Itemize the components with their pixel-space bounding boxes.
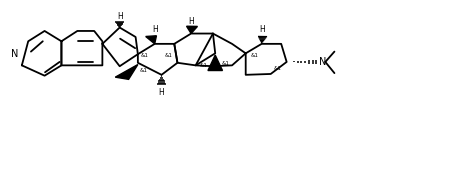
Text: &1: &1 [139, 68, 147, 73]
Text: &1: &1 [273, 66, 282, 71]
Text: H: H [259, 25, 264, 34]
Polygon shape [187, 26, 197, 34]
Text: &1: &1 [164, 52, 172, 58]
Text: H: H [159, 88, 164, 97]
Text: &1: &1 [251, 52, 259, 58]
Text: H: H [117, 12, 122, 21]
Text: H: H [152, 25, 157, 34]
Text: N: N [318, 57, 326, 67]
Text: H: H [188, 17, 194, 26]
Text: N: N [11, 49, 19, 59]
Polygon shape [115, 64, 138, 79]
Polygon shape [146, 36, 157, 44]
Text: &1: &1 [199, 63, 207, 68]
Polygon shape [208, 55, 222, 71]
Text: &1: &1 [141, 52, 149, 58]
Text: &1: &1 [221, 61, 229, 66]
